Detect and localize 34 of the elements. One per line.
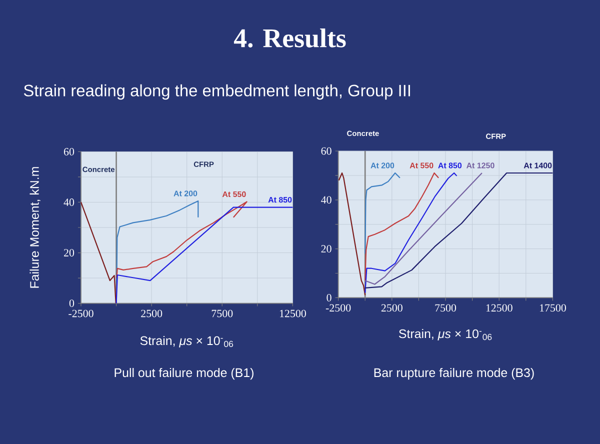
y-tick-label: 20 bbox=[321, 245, 332, 252]
line-series bbox=[80, 202, 116, 304]
y-axis-title: Failure Moment, kN.m bbox=[30, 167, 40, 288]
chart-subtitle: Strain reading along the embedment length, Group III bbox=[24, 84, 410, 100]
y-tick-label: 20 bbox=[64, 249, 74, 256]
y-tick-label: 40 bbox=[321, 196, 332, 204]
x-tick-label: -2500 bbox=[68, 310, 94, 318]
x-tick-label: 12500 bbox=[486, 304, 512, 312]
x-tick-label: 7500 bbox=[212, 310, 233, 318]
line-series bbox=[364, 172, 440, 282]
line-series bbox=[364, 172, 458, 294]
chart-title: 4. Results bbox=[234, 28, 346, 48]
line-series bbox=[338, 172, 366, 296]
line-series bbox=[116, 206, 294, 304]
y-tick-label: 40 bbox=[64, 198, 74, 206]
text: Bar rupture failure mode (B3) bbox=[374, 368, 534, 380]
x-tick-label: 2500 bbox=[141, 310, 162, 318]
line-series bbox=[364, 172, 483, 285]
x-tick-label: -2500 bbox=[326, 304, 351, 312]
x-tick-label: 7500 bbox=[435, 304, 456, 312]
y-tick-label: 0 bbox=[326, 294, 332, 302]
x-tick-label: 17500 bbox=[540, 304, 566, 312]
y-tick-label: 60 bbox=[64, 148, 74, 156]
line-series bbox=[116, 200, 199, 284]
y-tick-label: 60 bbox=[321, 147, 332, 155]
x-axis-title: Strain, μs × 10$^{-}$06 bbox=[398, 329, 492, 340]
line-series bbox=[364, 172, 400, 254]
x-axis-title: Strain, μs × 10$^{-}$06 bbox=[140, 336, 234, 348]
x-tick-label: 12500 bbox=[280, 310, 306, 318]
text: Pull out failure mode (B1) bbox=[114, 368, 254, 380]
y-tick-label: 0 bbox=[69, 300, 74, 307]
line-series bbox=[116, 201, 248, 279]
line-series bbox=[364, 172, 554, 288]
x-tick-label: 2500 bbox=[381, 304, 402, 312]
